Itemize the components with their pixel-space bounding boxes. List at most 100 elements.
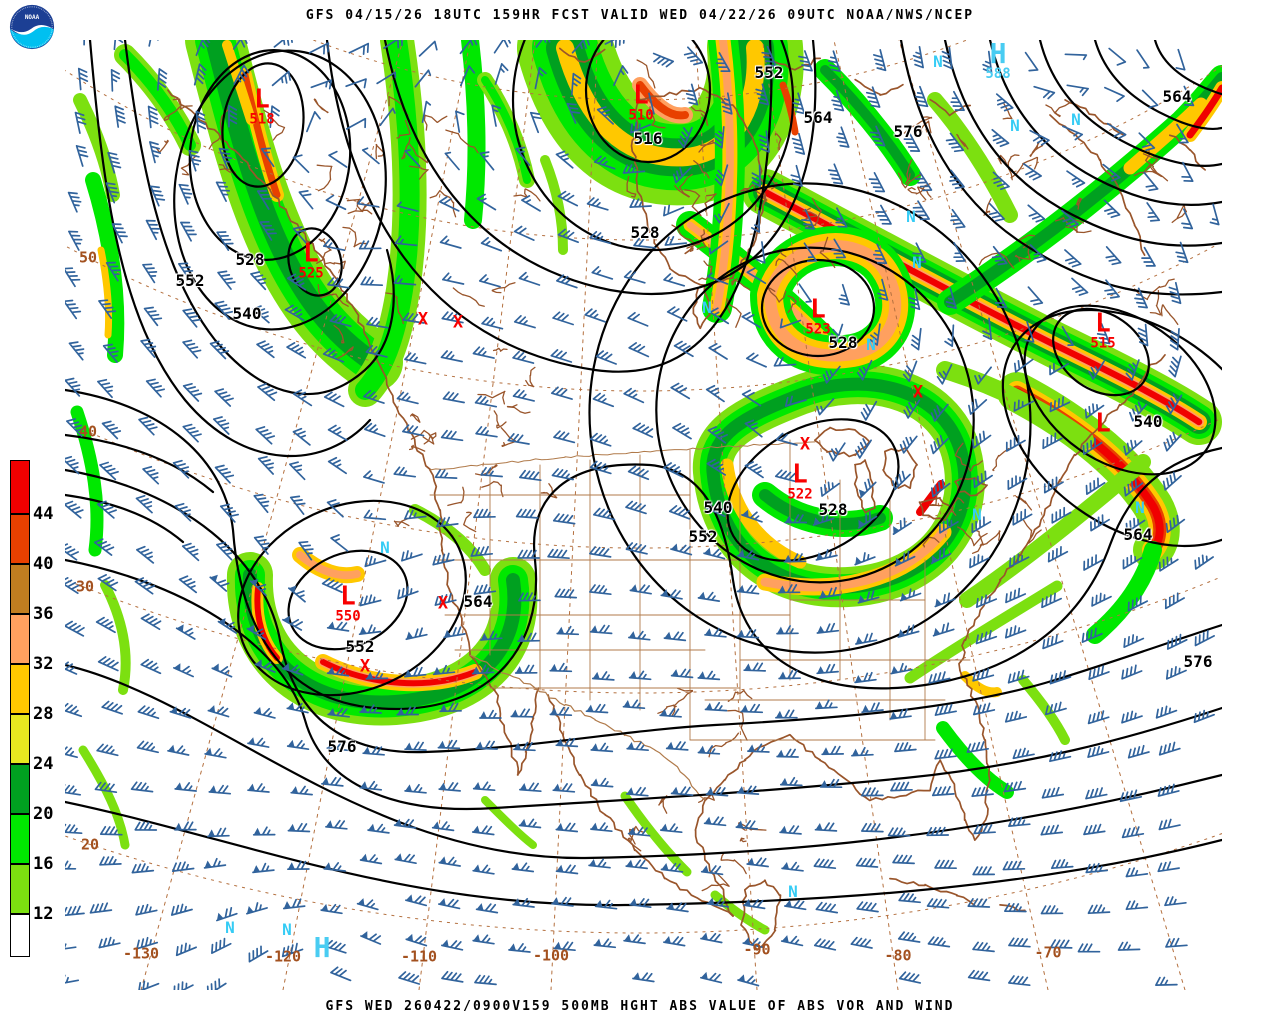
terrain-squiggle [739, 837, 747, 843]
vorticity-band [205, 40, 383, 372]
height-contour [1093, 40, 1222, 131]
vorticity-band [936, 721, 1014, 799]
terrain-squiggle [922, 536, 940, 548]
colorbar-label: 28 [33, 704, 54, 724]
coastline [1168, 134, 1206, 171]
terrain-squiggle [325, 260, 346, 270]
coastline [854, 78, 904, 96]
footer-title: GFS WED 260422/0900V159 500MB HGHT ABS V… [325, 999, 955, 1014]
colorbar-segment [10, 864, 30, 914]
weather-map-canvas [65, 40, 1222, 990]
height-contour-ring [287, 227, 343, 297]
terrain-squiggle [954, 442, 984, 472]
coastline [958, 354, 1166, 671]
terrain-squiggle [423, 432, 437, 445]
height-contour [65, 800, 1222, 907]
terrain-squiggle [492, 347, 508, 352]
terrain-squiggle [172, 98, 193, 110]
height-contour [899, 40, 1222, 296]
height-contour [65, 663, 1222, 860]
terrain-squiggle [956, 133, 969, 150]
colorbar-segment [10, 764, 30, 814]
terrain-squiggle [787, 295, 797, 313]
colorbar-segment [10, 614, 30, 664]
colorbar-label: 20 [33, 804, 54, 824]
height-contour [65, 493, 185, 544]
terrain-squiggle [704, 193, 717, 213]
colorbar-segment [10, 714, 30, 764]
vorticity-band [936, 361, 1094, 449]
height-contour-ring [760, 258, 876, 358]
terrain-squiggle [1029, 141, 1044, 157]
vorticity-band [85, 172, 125, 363]
height-contour [325, 40, 773, 373]
terrain-squiggle [1045, 102, 1071, 118]
longitude-line [898, 40, 1186, 990]
terrain-squiggle [674, 173, 693, 198]
vorticity-band [960, 671, 1002, 698]
terrain-squiggle [696, 229, 707, 250]
terrain-squiggle [313, 98, 329, 114]
terrain-squiggle [342, 226, 368, 248]
height-contour [383, 40, 817, 295]
terrain-squiggle [956, 526, 988, 547]
vorticity-band [820, 65, 915, 180]
coastline [740, 879, 782, 951]
terrain-squiggle [1142, 153, 1159, 174]
terrain-squiggle [1007, 154, 1020, 181]
vorticity-band [97, 246, 113, 339]
colorbar-label: 40 [33, 554, 54, 574]
terrain-squiggle [775, 258, 798, 276]
height-contour-ring [237, 499, 467, 697]
terrain-squiggle [683, 189, 702, 217]
wind-barbs [65, 40, 1220, 990]
colorbar-segment [10, 914, 30, 957]
longitude-line [833, 40, 1049, 990]
coastline [694, 799, 735, 917]
colorbar-label: 16 [33, 854, 54, 874]
terrain-squiggle [905, 159, 913, 185]
terrain-squiggle [684, 240, 698, 255]
terrain-squiggle [423, 114, 448, 131]
vorticity-band [636, 81, 689, 120]
terrain-squiggle [336, 346, 354, 360]
height-contour [65, 433, 215, 494]
terrain-squiggle [1054, 217, 1079, 233]
terrain-squiggle [477, 390, 506, 405]
vorticity-band [481, 796, 537, 849]
vorticity-band [556, 40, 765, 167]
terrain-squiggle [971, 530, 1001, 554]
terrain-squiggle [452, 287, 485, 307]
height-contour [65, 388, 1222, 711]
terrain-squiggle [393, 517, 410, 527]
vorticity-band [296, 551, 361, 580]
terrain-squiggle [671, 687, 694, 717]
terrain-squiggle [1010, 156, 1039, 179]
longitude-line [418, 40, 536, 990]
coastline [853, 459, 876, 514]
terrain-squiggle [918, 120, 932, 134]
terrain-squiggle [263, 109, 286, 141]
coastline [547, 694, 734, 918]
height-contour [943, 40, 1222, 247]
colorbar-segment [10, 564, 30, 614]
terrain-squiggle [636, 59, 656, 89]
terrain-squiggle [951, 497, 965, 516]
vorticity-band [779, 81, 799, 136]
height-contour-ring [726, 418, 900, 562]
vorticity-band [1186, 84, 1222, 139]
terrain-squiggle [1073, 219, 1092, 234]
height-contour-ring [655, 246, 975, 584]
coastline [692, 284, 711, 330]
terrain-squiggle [208, 108, 230, 150]
terrain-squiggle [983, 198, 992, 216]
terrain-squiggle [928, 491, 943, 507]
colorbar-label: 44 [33, 504, 54, 524]
terrain-squiggle [978, 252, 1015, 269]
terrain-squiggle [627, 827, 642, 852]
terrain-squiggle [316, 164, 333, 192]
terrain-squiggle [396, 119, 411, 139]
vorticity-band [355, 40, 420, 400]
terrain-squiggle [1149, 289, 1162, 316]
